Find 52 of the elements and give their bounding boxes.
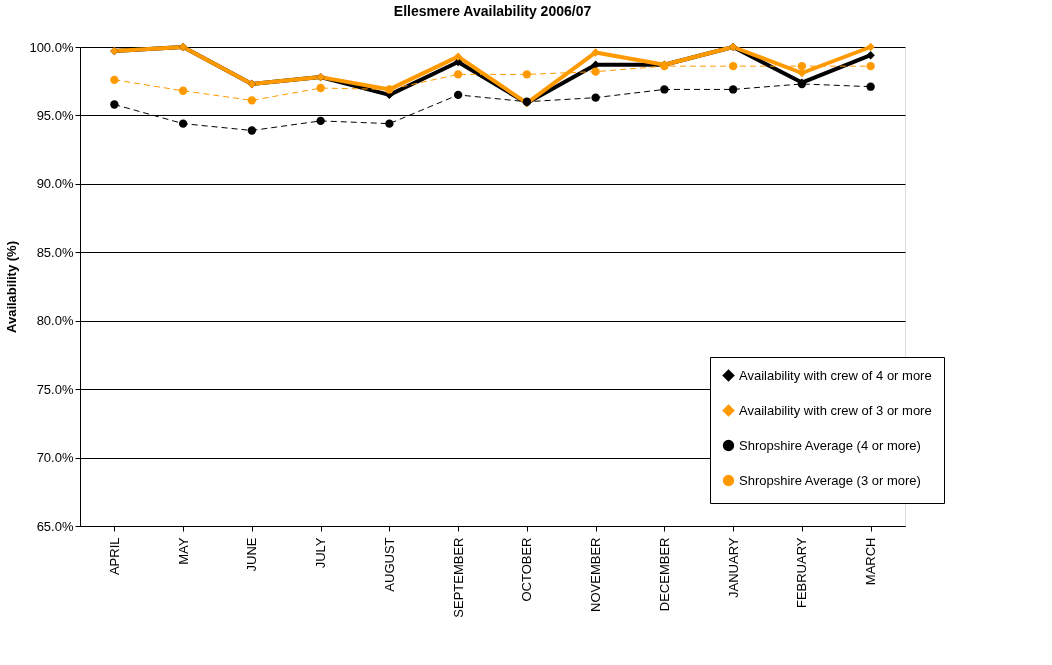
x-tick-label: JANUARY bbox=[725, 537, 741, 598]
y-axis-title: Availability (%) bbox=[4, 241, 20, 333]
x-tick-label: AUGUST bbox=[381, 537, 397, 592]
point bbox=[453, 90, 463, 100]
point bbox=[385, 85, 394, 94]
y-tick-label: 100.0% bbox=[29, 39, 74, 55]
y-tick-label: 90.0% bbox=[36, 176, 74, 192]
point bbox=[316, 83, 325, 93]
point bbox=[178, 119, 188, 128]
point bbox=[797, 61, 807, 71]
point bbox=[728, 85, 738, 94]
point bbox=[453, 52, 463, 61]
x-tick-label: NOVEMBER bbox=[588, 537, 604, 612]
x-tick-label: FEBRUARY bbox=[794, 537, 810, 609]
point bbox=[591, 48, 600, 57]
point bbox=[591, 93, 600, 102]
y-tick-label: 80.0% bbox=[36, 313, 74, 329]
x-tick-label: APRIL bbox=[106, 537, 122, 576]
legend-label: Availability with crew of 3 or more bbox=[739, 402, 932, 418]
point bbox=[591, 60, 600, 69]
point bbox=[110, 100, 119, 109]
y-tick-label: 75.0% bbox=[36, 381, 74, 397]
y-tick-label: 65.0% bbox=[36, 518, 74, 534]
point bbox=[385, 119, 394, 128]
point bbox=[178, 86, 188, 95]
point bbox=[522, 70, 532, 79]
point bbox=[728, 61, 738, 71]
point bbox=[316, 116, 325, 126]
point bbox=[866, 51, 875, 60]
x-tick-label: JUNE bbox=[244, 537, 260, 572]
point bbox=[591, 67, 600, 76]
y-tick-label: 95.0% bbox=[36, 107, 74, 123]
y-tick-label: 70.0% bbox=[36, 450, 74, 466]
point bbox=[110, 75, 119, 85]
legend-label: Availability with crew of 4 or more bbox=[739, 367, 932, 383]
point bbox=[247, 126, 257, 135]
chart-title: Ellesmere Availability 2006/07 bbox=[393, 3, 592, 19]
point bbox=[247, 96, 257, 105]
point bbox=[866, 61, 875, 71]
x-tick-label: MAY bbox=[175, 537, 191, 565]
point bbox=[453, 70, 463, 79]
x-tick-label: OCTOBER bbox=[519, 537, 535, 602]
x-tick-label: JULY bbox=[313, 537, 329, 569]
point bbox=[660, 85, 669, 94]
y-tick-label: 85.0% bbox=[36, 244, 74, 260]
x-tick-label: MARCH bbox=[863, 537, 879, 586]
point bbox=[866, 82, 875, 91]
point bbox=[866, 42, 875, 52]
x-tick-label: DECEMBER bbox=[656, 537, 672, 612]
x-tick-label: SEPTEMBER bbox=[450, 537, 466, 618]
legend-label: Shropshire Average (4 or more) bbox=[739, 437, 921, 453]
legend-label: Shropshire Average (3 or more) bbox=[739, 472, 921, 488]
